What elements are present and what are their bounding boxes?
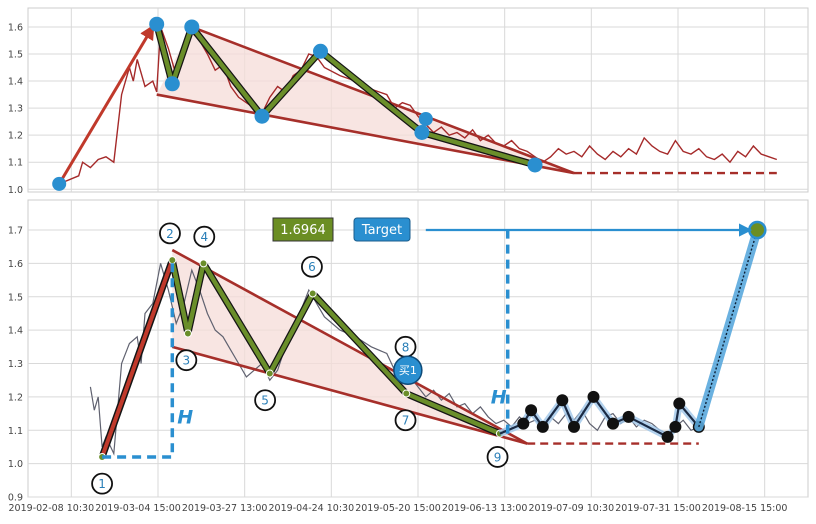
channel-lower-line [156,93,575,175]
point-label-circle [394,409,417,432]
post-pattern-point [669,420,682,433]
y-tick-label: 1.6 [8,22,23,33]
y-tick-label: 1.2 [8,392,23,403]
pattern-node [402,389,411,398]
x-tick-label: 2019-06-13 13:00 [442,503,528,514]
y-tick-label: 1.1 [8,158,23,169]
post-pattern-point [556,394,569,407]
post-pattern-point [661,430,674,443]
post-pattern-point [587,390,600,403]
y-tick-label: 1.3 [8,104,23,115]
target-label-box [353,217,411,242]
x-tick-label: 2019-02-08 10:30 [9,503,95,514]
x-tick-label: 2019-07-31 15:00 [615,503,701,514]
projection-leg [694,225,762,432]
x-tick-label: 2019-08-15 15:00 [702,503,788,514]
post-pattern-point [525,404,538,417]
y-tick-label: 1.4 [8,326,23,337]
height-label: H [491,387,507,409]
point-label: 2 [166,227,174,241]
point-label: 3 [183,354,191,368]
post-pattern-point [536,420,549,433]
rising-leg [100,259,175,458]
target-label: Target [361,223,402,238]
x-tick-label: 2019-03-04 15:00 [95,503,181,514]
value-badge: 1.6964 [280,223,326,238]
y-tick-label: 1.5 [8,50,23,61]
post-pattern-point [673,397,686,410]
pattern-node [168,256,177,265]
post-pattern-point [568,420,580,433]
point-label-circle [193,225,216,248]
height-marker [102,260,175,459]
pivot-point [184,19,200,35]
channel-lower-line [171,345,528,445]
y-tick-label: 1.0 [8,185,23,196]
point-label: 6 [308,260,316,274]
pivot-point [313,43,328,59]
point-label-circle [486,446,509,468]
y-tick-label: 1.7 [8,226,23,237]
channel-fill [156,26,574,174]
pivot-point [52,176,67,191]
pattern-node [199,259,208,268]
point-label-circle [175,349,198,372]
lead-in-arrow [57,24,155,185]
bottom-panel: 0.9 1.0 1.1 1.2 1.3 1.4 1.5 1.6 1.7 H H 1.6964 Targe… [8,199,809,514]
top-panel: 1.0 1.1 1.2 1.3 1.4 1.5 1.6 [8,7,809,196]
point-label: 8 [402,340,410,354]
pattern-node [308,289,317,298]
y-tick-label: 1.5 [8,292,23,303]
x-tick-label: 2019-04-24 10:30 [269,503,355,514]
point-label: 5 [261,394,269,408]
point-label-circle [301,255,323,278]
x-tick-label: 2019-03-27 13:00 [182,503,268,514]
y-tick-label: 0.9 [8,493,23,504]
y-tick-label: 1.0 [8,459,23,470]
point-label: 9 [494,450,502,464]
buy-marker-label: 买1 [399,364,417,377]
pivot-point [527,157,543,173]
target-point [748,220,767,240]
channel-upper-line [171,248,528,445]
x-tick-label: 2019-05-20 15:00 [355,503,441,514]
y-tick-label: 1.6 [8,259,23,270]
point-label: 1 [98,477,106,491]
pivot-point [164,76,180,92]
pivot-point [149,16,165,32]
post-pattern-point [607,417,619,430]
pattern-node [265,369,274,378]
point-label: 4 [200,230,208,244]
point-label: 7 [402,414,410,428]
price-line [58,26,778,185]
point-label-circle [91,472,113,495]
x-tick-label: 2019-07-09 10:30 [529,503,615,514]
pivot-point [418,111,433,126]
pattern-node [183,329,192,338]
point-label-circle [254,389,277,412]
value-badge-box [272,217,334,242]
buy-marker [393,355,423,385]
y-tick-label: 1.3 [8,359,23,370]
height-label: H [177,407,193,429]
post-pattern-point [622,410,635,423]
y-tick-label: 1.1 [8,426,23,437]
y-tick-label: 1.2 [8,131,23,142]
y-tick-label: 1.4 [8,77,23,88]
pivot-point [254,108,270,124]
post-pattern-point [517,417,530,430]
pivot-point [414,124,430,140]
point-label-circle [159,222,181,245]
